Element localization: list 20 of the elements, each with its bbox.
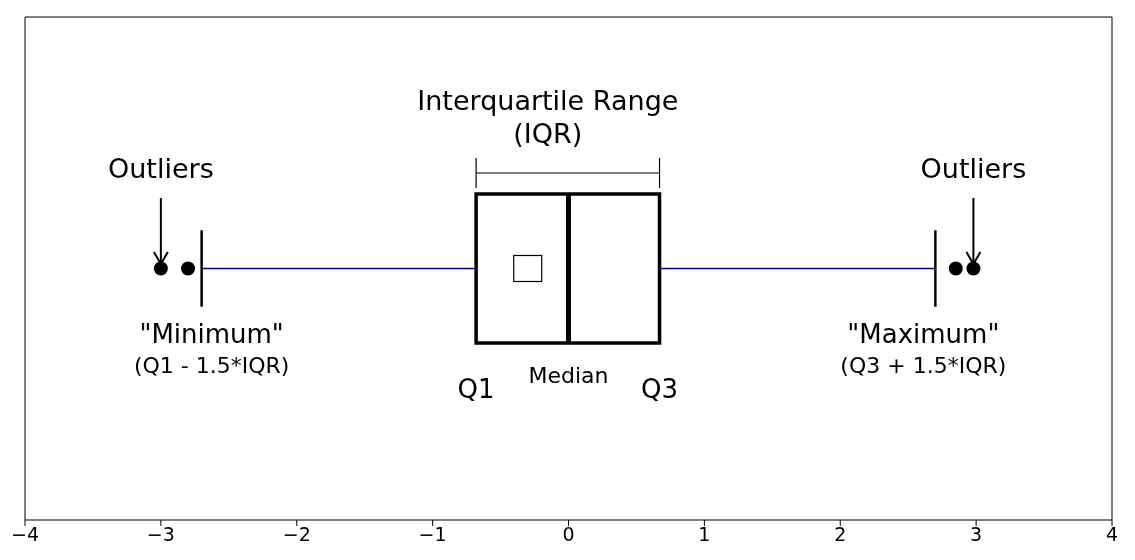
annotation: Q1	[457, 374, 495, 404]
annotation: Outliers	[920, 153, 1027, 184]
annotation: (Q3 + 1.5*IQR)	[840, 353, 1007, 378]
x-tick-label: 2	[834, 523, 847, 546]
x-tick-label: 4	[1105, 523, 1119, 546]
annotation: Outliers	[108, 153, 214, 184]
x-tick-label: 0	[562, 523, 575, 546]
annotation: (Q1 - 1.5*IQR)	[133, 353, 290, 378]
annotation: Median	[528, 363, 609, 388]
annotation: "Minimum"	[139, 319, 284, 349]
annotation: (IQR)	[513, 118, 583, 149]
x-tick-label: 3	[970, 523, 983, 546]
annotation: "Maximum"	[847, 319, 1000, 349]
x-tick-label: −1	[418, 523, 447, 546]
x-tick-label: −2	[282, 523, 311, 546]
x-tick-label: 1	[698, 523, 711, 546]
x-tick-label: −3	[146, 523, 175, 546]
annotation: Interquartile Range	[417, 85, 679, 116]
annotation: Q3	[641, 374, 679, 404]
x-tick-label: −4	[10, 523, 40, 546]
